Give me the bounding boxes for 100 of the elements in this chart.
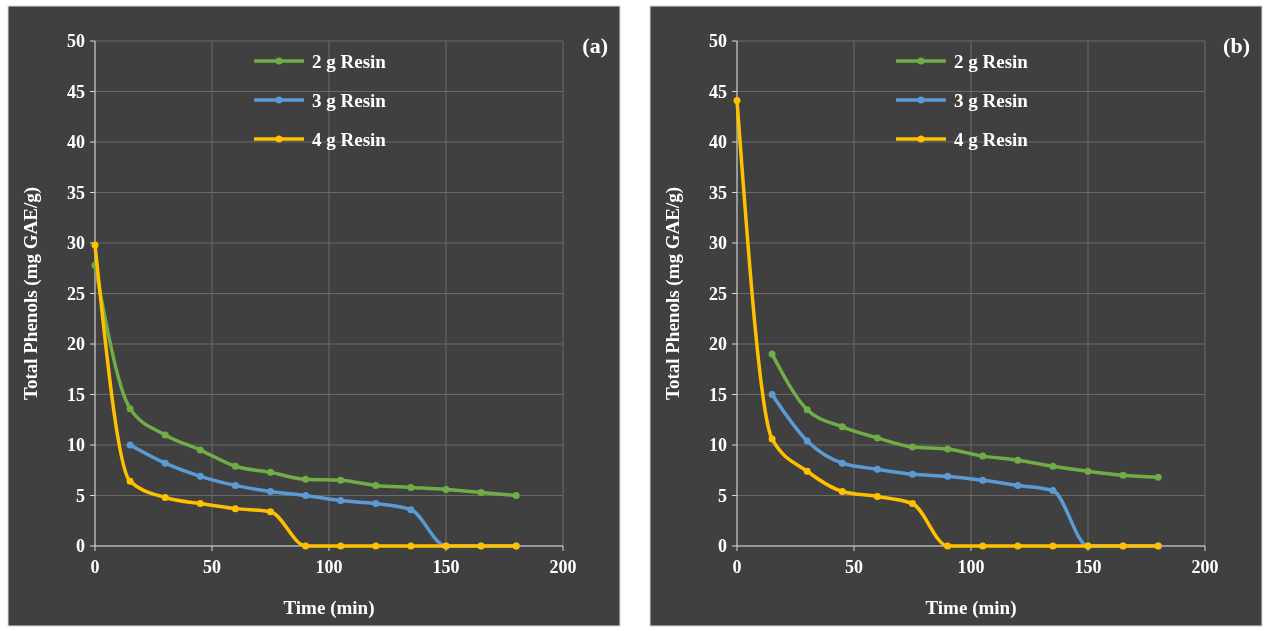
x-tick-label: 100 [957,557,985,577]
y-tick-label: 45 [67,81,85,102]
point [337,476,345,484]
point [372,542,380,550]
x-tick-label: 50 [203,557,221,577]
y-tick-label: 50 [67,31,85,52]
point [477,488,485,496]
x-tick-label: 200 [549,557,577,577]
legend-label: 3 g Resin [954,89,1029,111]
point [979,452,987,460]
y-tick-label: 5 [76,485,85,506]
point [337,497,345,505]
x-tick-label: 200 [1191,557,1219,577]
y-tick-label: 5 [718,485,727,506]
y-axis-title: Total Phenols (mg GAE/g) [19,186,42,401]
legend-label: 3 g Resin [312,89,387,111]
point [231,481,239,489]
y-tick-label: 40 [709,132,727,153]
point [372,500,380,508]
point [407,542,415,550]
x-tick-label: 150 [432,557,460,577]
y-tick-label: 25 [67,283,85,304]
point [196,446,204,454]
y-tick-label: 10 [709,435,727,456]
point [91,241,99,249]
point [768,435,776,443]
point [803,406,811,414]
point [944,445,952,453]
legend-label: 2 g Resin [312,50,387,72]
point [196,472,204,480]
text: (b) [1223,33,1250,58]
y-tick-label: 15 [67,384,85,405]
point [231,462,239,470]
point [161,431,169,439]
point [838,459,846,467]
point [803,437,811,445]
point [768,391,776,398]
y-axis-title: Total Phenols (mg GAE/g) [661,186,684,401]
point [979,476,987,484]
point [1014,542,1022,550]
point [337,542,345,550]
point [873,493,881,501]
point [1049,462,1057,470]
y-tick-label: 30 [709,233,727,254]
y-tick-label: 20 [709,334,727,355]
point [126,477,134,485]
point [768,350,776,358]
point [979,542,987,550]
point [372,481,380,489]
text: (a) [582,33,608,58]
legend-label: 4 g Resin [954,128,1029,150]
y-tick-label: 30 [67,233,85,254]
point [407,506,415,514]
point [838,423,846,431]
point [944,472,952,480]
point [909,443,916,451]
point [803,467,811,475]
point [267,487,274,495]
point [1084,467,1092,475]
point [231,505,239,513]
x-axis-title: Time (min) [925,597,1017,619]
x-tick-label: 0 [90,557,100,577]
point [442,485,450,493]
x-axis-title: Time (min) [283,597,375,619]
y-tick-label: 20 [67,334,85,355]
point [873,465,881,473]
point [733,97,741,105]
point [267,468,274,476]
point [1119,471,1127,479]
point [1049,486,1057,494]
point [838,487,846,495]
y-tick-label: 0 [718,536,727,557]
point [302,492,310,499]
y-tick-label: 40 [67,132,85,153]
point [196,500,204,508]
y-tick-label: 15 [709,384,727,405]
point [512,492,520,499]
y-tick-label: 25 [709,283,727,304]
point [302,475,310,483]
legend-label: 4 g Resin [312,128,387,150]
point [873,434,881,442]
point [944,542,952,550]
y-tick-label: 0 [76,536,85,557]
x-tick-label: 100 [315,557,343,577]
y-tick-label: 50 [709,31,727,52]
point [1154,473,1162,481]
y-tick-label: 45 [709,81,727,102]
point [1014,456,1022,464]
point [909,500,916,508]
y-tick-label: 10 [67,435,85,456]
x-tick-label: 150 [1074,557,1102,577]
point [126,405,134,413]
point [1049,542,1057,550]
point [161,459,169,467]
point [909,470,916,478]
x-tick-label: 0 [732,557,742,577]
x-tick-label: 50 [845,557,863,577]
point [407,483,415,491]
point [161,494,169,502]
legend-label: 2 g Resin [954,50,1029,72]
